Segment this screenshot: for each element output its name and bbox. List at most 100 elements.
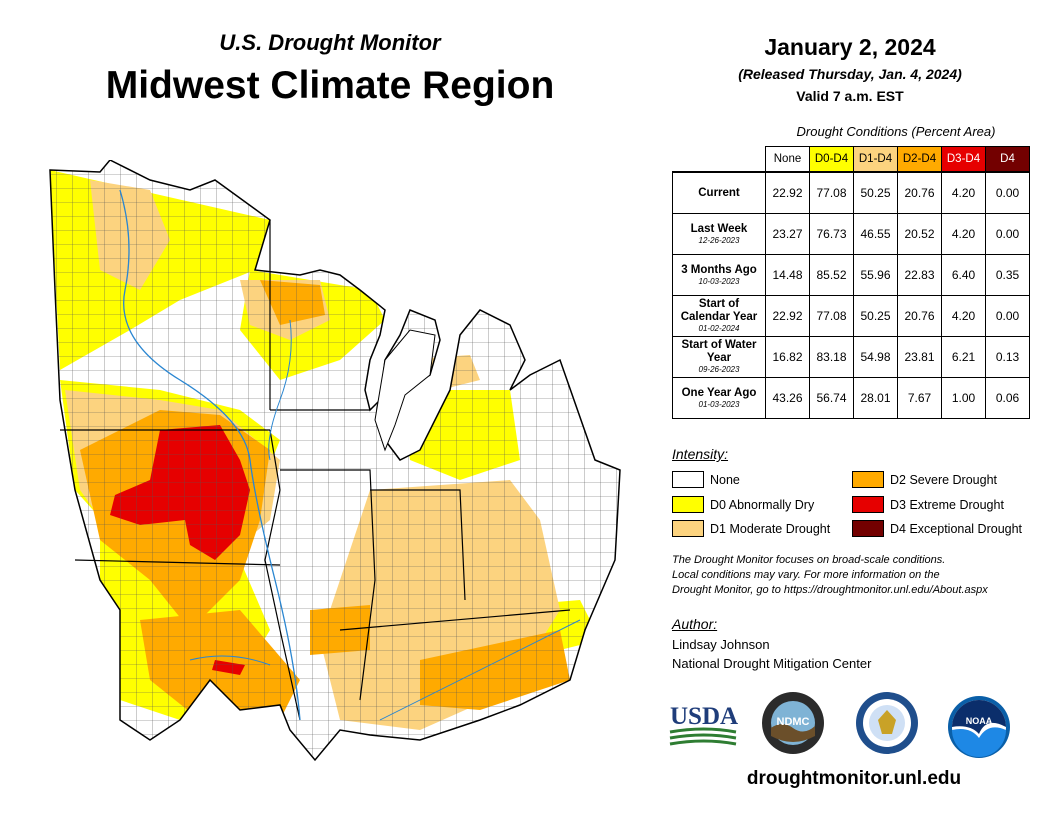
- legend-item-none: None: [672, 471, 740, 488]
- author-name: Lindsay Johnson: [672, 637, 770, 652]
- column-header-d0-d4: D0-D4: [809, 146, 854, 173]
- table-cell: 50.25: [853, 295, 898, 337]
- column-header-d1-d4: D1-D4: [853, 146, 898, 173]
- legend-item-d2: D2 Severe Drought: [852, 471, 997, 488]
- legend-label: D0 Abnormally Dry: [710, 497, 815, 512]
- map-title: Midwest Climate Region: [105, 64, 555, 107]
- row-label: 3 Months Ago 10-03-2023: [672, 254, 766, 296]
- legend-item-d3: D3 Extreme Drought: [852, 496, 1004, 513]
- table-cell: 20.76: [897, 295, 942, 337]
- usda-logo: USDA: [669, 703, 738, 746]
- website-link[interactable]: droughtmonitor.unl.edu: [746, 768, 962, 789]
- table-cell: 76.73: [809, 213, 854, 255]
- table-cell: 46.55: [853, 213, 898, 255]
- table-cell: 4.20: [941, 213, 986, 255]
- legend-label: None: [710, 472, 740, 487]
- legend-item-d0: D0 Abnormally Dry: [672, 496, 814, 513]
- column-header-d2-d4: D2-D4: [897, 146, 942, 173]
- ndmc-logo: NDMC: [762, 692, 824, 754]
- commerce-seal-icon: [856, 692, 918, 754]
- disclaimer-note: The Drought Monitor focuses on broad-sca…: [672, 553, 1042, 598]
- row-date: 01-03-2023: [698, 399, 740, 409]
- region-outline: [49, 160, 621, 762]
- legend-swatch: [672, 520, 704, 537]
- legend-swatch: [852, 496, 884, 513]
- table-cell: 22.92: [765, 171, 810, 214]
- table-cell: 23.81: [897, 336, 942, 378]
- table-cell: 4.20: [941, 171, 986, 214]
- legend-swatch: [672, 496, 704, 513]
- table-row: 3 Months Ago 10-03-2023 14.48 85.52 55.96…: [672, 254, 1030, 296]
- row-date: 01-02-2024: [698, 324, 740, 333]
- row-date: 10-03-2023: [698, 276, 740, 286]
- table-cell: 43.26: [765, 377, 810, 419]
- table-cell: 0.06: [985, 377, 1030, 419]
- table-cell: 0.35: [985, 254, 1030, 296]
- table-cell: 85.52: [809, 254, 854, 296]
- table-cell: 50.25: [853, 171, 898, 214]
- conditions-table-title: Drought Conditions (Percent Area): [796, 124, 996, 139]
- lake-michigan: [374, 329, 436, 452]
- legend-item-d1: D1 Moderate Drought: [672, 520, 830, 537]
- note-line: Drought Monitor, go to https://droughtmo…: [672, 584, 988, 596]
- legend-label: D3 Extreme Drought: [890, 497, 1004, 512]
- table-cell: 14.48: [765, 254, 810, 296]
- table-cell: 7.67: [897, 377, 942, 419]
- row-label: Start of Water Year 09-26-2023: [672, 336, 766, 378]
- table-cell: 6.21: [941, 336, 986, 378]
- wisconsin-river: [268, 319, 292, 461]
- table-cell: 54.98: [853, 336, 898, 378]
- table-header-row: None D0-D4 D1-D4 D2-D4 D3-D4 D4: [673, 146, 1030, 173]
- table-cell: 22.92: [765, 295, 810, 337]
- mississippi-river: [119, 189, 301, 721]
- table-row: Start of Water Year 09-26-2023 16.82 83.1…: [672, 336, 1030, 378]
- legend-swatch: [852, 471, 884, 488]
- table-cell: 56.74: [809, 377, 854, 419]
- note-line: The Drought Monitor focuses on broad-sca…: [672, 554, 946, 566]
- state-border-mississippi: [264, 429, 301, 721]
- table-cell: 0.00: [985, 295, 1030, 337]
- state-border-ia-mo: [74, 559, 281, 566]
- noaa-logo: NOAA: [948, 696, 1010, 758]
- table-cell: 0.00: [985, 213, 1030, 255]
- table-row: One Year Ago 01-03-2023 43.26 56.74 28.01…: [672, 377, 1030, 419]
- legend-swatch: [672, 471, 704, 488]
- table-row: Last Week 12-26-2023 23.27 76.73 46.55 20…: [672, 213, 1030, 255]
- row-label: Last Week 12-26-2023: [672, 213, 766, 255]
- column-header-none: None: [765, 146, 810, 173]
- usda-logo-text: USDA: [670, 703, 738, 730]
- map-subtitle: U.S. Drought Monitor: [219, 30, 441, 55]
- table-cell: 23.27: [765, 213, 810, 255]
- table-row: Current 22.92 77.08 50.25 20.76 4.20 0.0…: [672, 171, 1030, 214]
- row-label: Current: [672, 171, 766, 214]
- state-border-in-oh: [370, 489, 466, 601]
- drought-map: [49, 160, 621, 762]
- table-cell: 83.18: [809, 336, 854, 378]
- legend-item-d4: D4 Exceptional Drought: [852, 520, 1022, 537]
- legend-label: D4 Exceptional Drought: [890, 521, 1023, 536]
- table-cell: 6.40: [941, 254, 986, 296]
- release-date: (Released Thursday, Jan. 4, 2024): [738, 66, 962, 82]
- row-date: 12-26-2023: [698, 235, 740, 245]
- legend-swatch: [852, 520, 884, 537]
- row-date: 09-26-2023: [698, 365, 740, 374]
- note-line: Local conditions may vary. For more info…: [672, 569, 940, 581]
- row-label: Start of Calendar Year 01-02-2024: [672, 295, 766, 337]
- state-border-ohio-river: [339, 609, 571, 631]
- legend-label: D1 Moderate Drought: [710, 521, 831, 536]
- state-border-il-in: [280, 469, 376, 701]
- table-cell: 4.20: [941, 295, 986, 337]
- noaa-logo-text: NOAA: [966, 716, 993, 726]
- drought-conditions-table: None D0-D4 D1-D4 D2-D4 D3-D4 D4 Current …: [672, 146, 1030, 419]
- row-label: One Year Ago 01-03-2023: [672, 377, 766, 419]
- valid-time: Valid 7 a.m. EST: [796, 88, 904, 104]
- table-cell: 0.13: [985, 336, 1030, 378]
- table-row: Start of Calendar Year 01-02-2024 22.92 7…: [672, 295, 1030, 337]
- table-cell: 77.08: [809, 295, 854, 337]
- table-cell: 77.08: [809, 171, 854, 214]
- author-organization: National Drought Mitigation Center: [672, 656, 872, 671]
- table-cell: 16.82: [765, 336, 810, 378]
- table-cell: 22.83: [897, 254, 942, 296]
- table-corner: [673, 147, 766, 173]
- table-cell: 20.52: [897, 213, 942, 255]
